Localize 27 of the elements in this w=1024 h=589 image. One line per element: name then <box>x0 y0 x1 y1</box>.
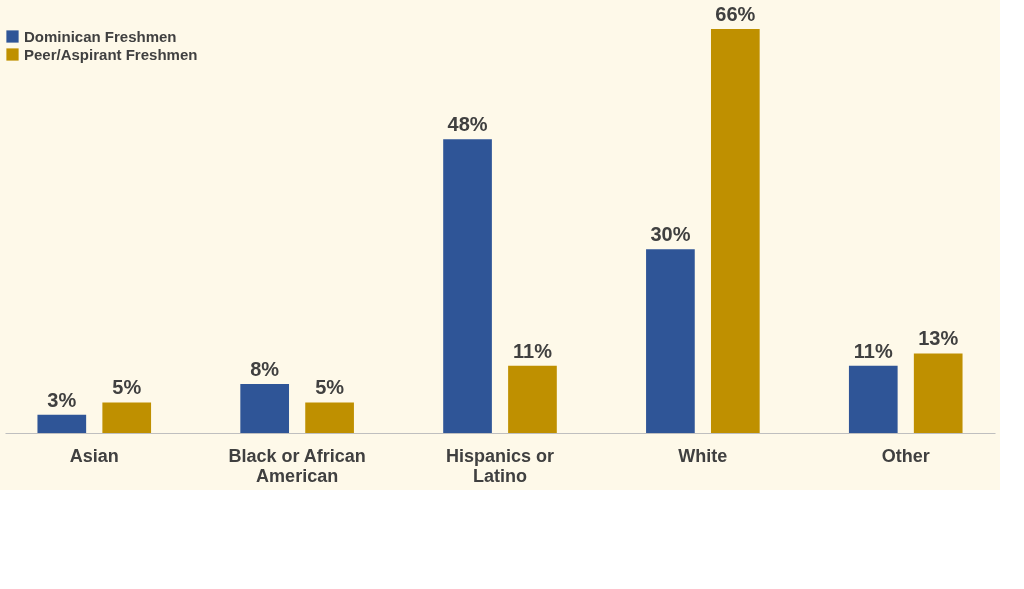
x-tick-label: Black or African American <box>228 445 366 486</box>
bar <box>646 249 695 433</box>
bar <box>37 414 87 433</box>
legend-label: Dominican Freshmen <box>24 27 177 45</box>
data-label: 11% <box>853 339 893 362</box>
data-label: 11% <box>512 339 553 362</box>
data-label: 30% <box>650 223 691 246</box>
data-label: 8% <box>250 358 280 381</box>
data-label: 5% <box>315 376 345 399</box>
bar <box>848 365 898 433</box>
x-tick-label: Hispanics or Latino <box>445 445 555 486</box>
bar <box>305 402 354 433</box>
bar <box>710 29 760 433</box>
bar <box>102 402 152 433</box>
x-tick-label: Other <box>881 445 930 466</box>
data-label: 48% <box>447 113 488 136</box>
bar <box>913 353 963 433</box>
bar <box>443 139 492 433</box>
data-label: 13% <box>918 327 959 350</box>
x-tick-label: Asian <box>69 445 119 466</box>
data-label: 5% <box>112 376 142 399</box>
bar <box>240 384 290 433</box>
bar <box>508 365 557 433</box>
legend-label: Peer/Aspirant Freshmen <box>24 45 198 63</box>
x-tick-label: White <box>678 445 728 466</box>
data-label: 66% <box>715 3 756 25</box>
data-label: 3% <box>47 388 77 411</box>
